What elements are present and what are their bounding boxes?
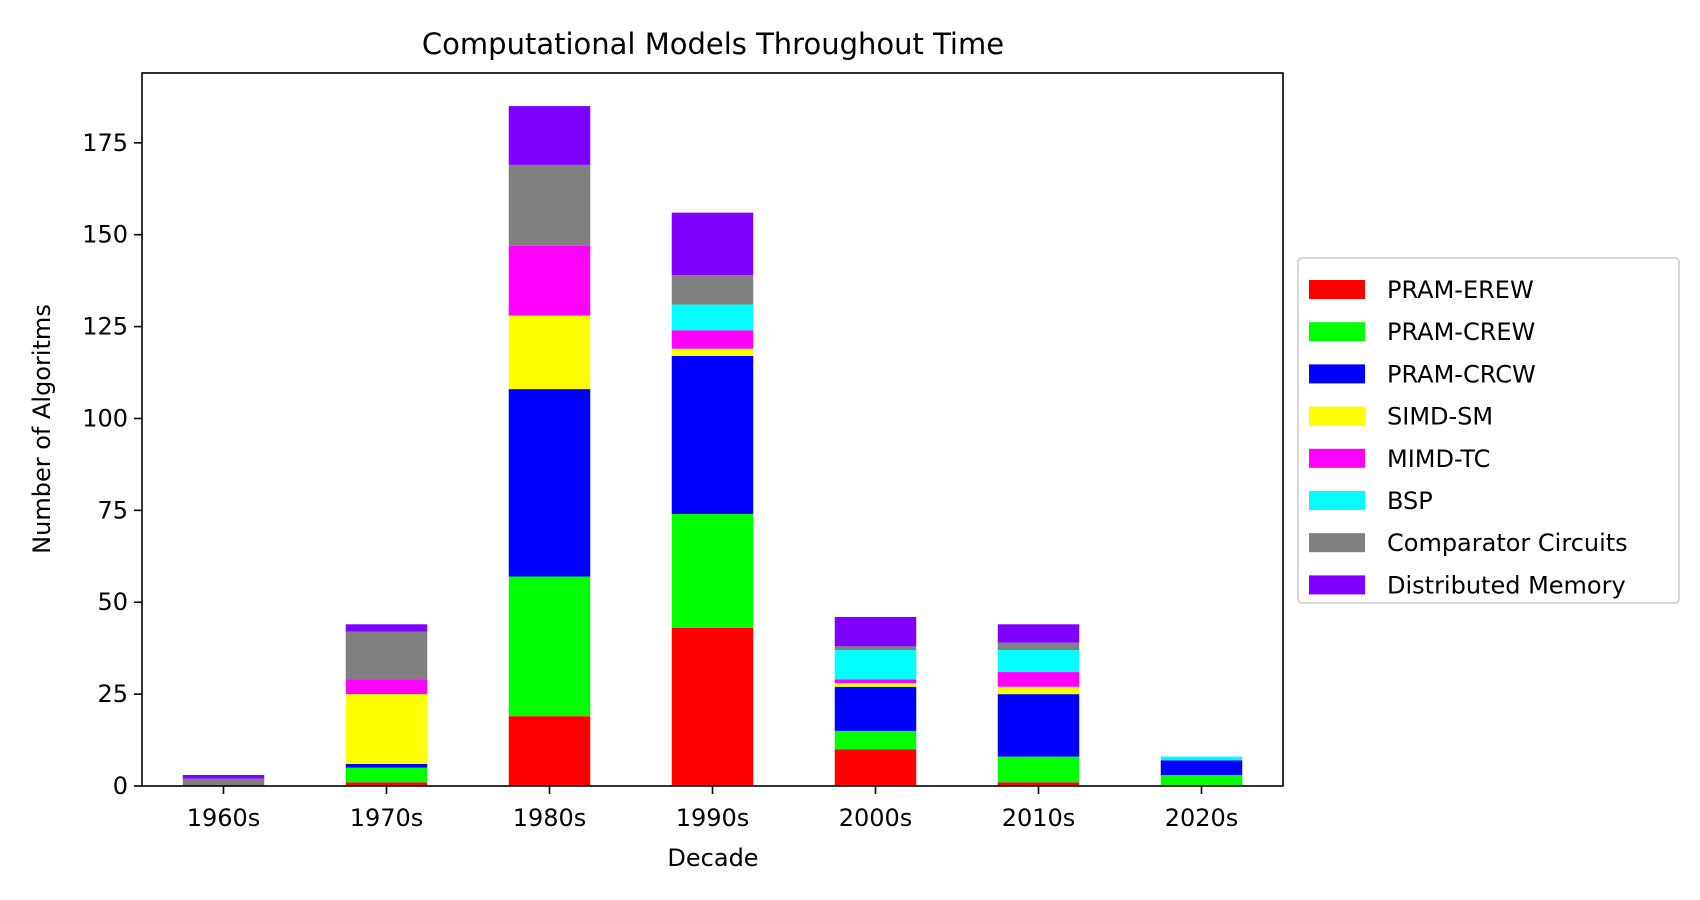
bar-1960s-distributed-memory xyxy=(182,774,265,779)
bar-1980s-simd-sm xyxy=(508,315,591,390)
bar-1970s-pram-crcw xyxy=(345,763,428,768)
legend: PRAM-EREW PRAM-CREW PRAM-CRCW SIMD-SM MIMD-T… xyxy=(1297,257,1680,604)
bar-2020s-pram-crew xyxy=(1160,774,1243,786)
bar-1990s-bsp xyxy=(671,304,754,331)
x-tick-label: 2000s xyxy=(839,804,913,832)
bar-2010s-pram-erew xyxy=(997,782,1080,786)
bar-1990s-comparator-circuits xyxy=(671,275,754,305)
y-tick-label: 50 xyxy=(97,588,128,616)
chart-title: Computational Models Throughout Time xyxy=(422,27,1004,61)
bar-2000s-pram-crew xyxy=(834,730,917,750)
x-tick-label: 1990s xyxy=(676,804,750,832)
legend-swatch xyxy=(1309,406,1365,426)
legend-label: Comparator Circuits xyxy=(1387,529,1628,557)
bars-layer xyxy=(182,106,1243,786)
bar-2000s-distributed-memory xyxy=(834,616,917,647)
bar-1980s-pram-crew xyxy=(508,576,591,717)
legend-label: PRAM-EREW xyxy=(1387,276,1534,304)
legend-items: PRAM-EREW PRAM-CREW PRAM-CRCW SIMD-SM MIMD-T… xyxy=(1309,276,1628,599)
legend-frame xyxy=(1297,257,1680,604)
legend-swatch xyxy=(1309,364,1365,384)
bar-2000s-pram-erew xyxy=(834,749,917,786)
legend-swatch xyxy=(1309,280,1365,299)
legend-label: SIMD-SM xyxy=(1387,403,1493,431)
legend-label: PRAM-CRCW xyxy=(1387,360,1536,388)
bar-1970s-simd-sm xyxy=(345,694,428,764)
x-tick-label: 1980s xyxy=(513,804,587,832)
bar-1990s-mimd-tc xyxy=(671,330,754,349)
y-axis: 0 25 50 75 100 125 150 175 xyxy=(82,129,142,800)
bar-2000s-comparator-circuits xyxy=(834,646,917,651)
bar-1980s-pram-erew xyxy=(508,716,591,786)
bar-1990s-distributed-memory xyxy=(671,212,754,276)
x-tick-label: 1960s xyxy=(187,804,261,832)
bar-2010s-comparator-circuits xyxy=(997,642,1080,651)
bar-1980s-mimd-tc xyxy=(508,245,591,316)
bar-2000s-mimd-tc xyxy=(834,679,917,684)
legend-swatch xyxy=(1309,491,1365,510)
legend-swatch xyxy=(1309,322,1365,342)
bar-1990s-pram-crew xyxy=(671,514,754,628)
bar-2020s-pram-crcw xyxy=(1160,760,1243,775)
bar-1980s-comparator-circuits xyxy=(508,164,591,246)
bar-1990s-pram-crcw xyxy=(671,355,754,515)
bar-2000s-bsp xyxy=(834,650,917,680)
bar-2010s-pram-crcw xyxy=(997,694,1080,757)
y-tick-label: 100 xyxy=(82,404,128,432)
bar-2010s-distributed-memory xyxy=(997,624,1080,643)
y-tick-label: 150 xyxy=(82,221,128,249)
bar-2010s-bsp xyxy=(997,650,1080,673)
legend-label: BSP xyxy=(1387,487,1433,515)
legend-label: PRAM-CREW xyxy=(1387,318,1535,346)
bar-1980s-pram-crcw xyxy=(508,389,591,577)
bar-1970s-comparator-circuits xyxy=(345,631,428,680)
legend-swatch xyxy=(1309,533,1365,553)
bar-1960s-comparator-circuits xyxy=(182,778,265,786)
x-tick-label: 1970s xyxy=(350,804,424,832)
bar-1980s-distributed-memory xyxy=(508,106,591,165)
y-tick-label: 25 xyxy=(97,680,128,708)
bar-2010s-simd-sm xyxy=(997,686,1080,695)
bar-1990s-simd-sm xyxy=(671,348,754,356)
bar-1970s-mimd-tc xyxy=(345,679,428,695)
bar-1990s-pram-erew xyxy=(671,627,754,786)
x-tick-label: 2020s xyxy=(1165,804,1239,832)
bar-1970s-distributed-memory xyxy=(345,624,428,632)
legend-swatch xyxy=(1309,575,1365,595)
bar-2010s-mimd-tc xyxy=(997,672,1080,687)
bar-2010s-pram-crew xyxy=(997,756,1080,783)
y-tick-label: 0 xyxy=(113,772,128,800)
bar-1970s-pram-erew xyxy=(345,782,428,786)
y-tick-label: 75 xyxy=(97,496,128,524)
legend-label: MIMD-TC xyxy=(1387,445,1490,473)
y-tick-label: 125 xyxy=(82,313,128,341)
bar-1970s-pram-crew xyxy=(345,767,428,783)
legend-label: Distributed Memory xyxy=(1387,571,1626,599)
bar-2000s-pram-crcw xyxy=(834,686,917,731)
x-axis: 1960s 1970s 1980s 1990s 2000s 2010s 2020s xyxy=(187,786,1239,832)
y-tick-label: 175 xyxy=(82,129,128,157)
bar-2000s-simd-sm xyxy=(834,683,917,687)
bar-2020s-bsp xyxy=(1160,756,1243,761)
x-tick-label: 2010s xyxy=(1002,804,1076,832)
y-axis-title: Number of Algoritms xyxy=(28,304,56,554)
x-axis-title: Decade xyxy=(667,844,758,872)
legend-swatch xyxy=(1309,448,1365,468)
